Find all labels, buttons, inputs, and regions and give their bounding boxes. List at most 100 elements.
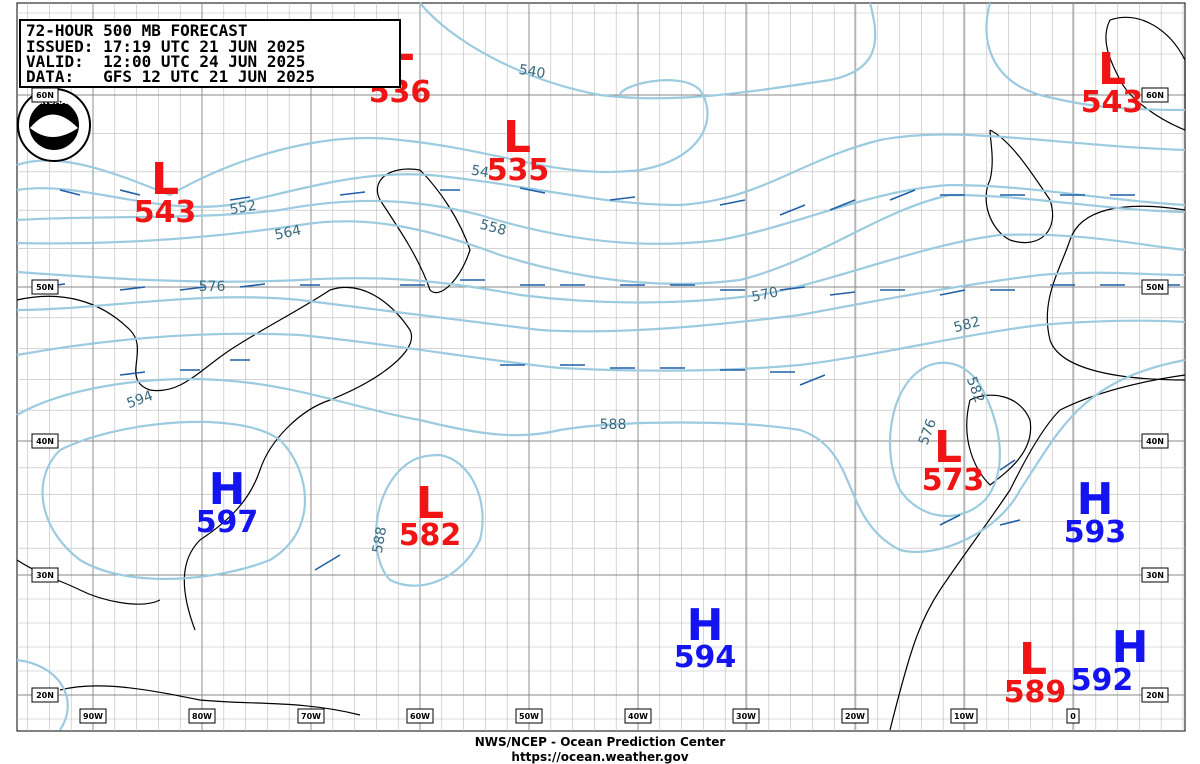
lat-label-box <box>31 687 59 703</box>
coastline <box>1046 205 1186 381</box>
lat-label: 50N <box>36 283 54 292</box>
center-letter: H <box>1077 474 1114 525</box>
contour-label: 576 <box>199 279 226 295</box>
lat-label-box <box>1141 433 1169 449</box>
center-value: 594 <box>674 640 737 675</box>
header-frame <box>19 19 401 88</box>
contour <box>985 2 1186 112</box>
lon-label: 80W <box>192 712 212 721</box>
coastlines <box>16 16 1186 731</box>
height-contours <box>16 2 1186 731</box>
lat-label: 60N <box>36 91 54 100</box>
center-value: 589 <box>1004 675 1067 710</box>
lat-label: 40N <box>36 437 54 446</box>
lat-label-box <box>31 433 59 449</box>
lon-label: 0 <box>1070 712 1076 721</box>
lon-label: 50W <box>519 712 539 721</box>
lat-label-box <box>31 87 59 103</box>
contour-label: 588 <box>600 417 627 433</box>
coastline <box>985 129 1054 244</box>
lat-label: 20N <box>36 691 54 700</box>
lon-label-box <box>732 708 760 724</box>
logo-gull <box>30 114 78 137</box>
header-line: 72-HOUR 500 MB FORECAST <box>26 21 248 40</box>
contour <box>16 658 69 731</box>
center-letter: L <box>1098 44 1126 95</box>
lat-label-box <box>31 279 59 295</box>
lat-label: 30N <box>36 571 54 580</box>
contour <box>16 319 1186 372</box>
contour-label: 582 <box>952 314 982 336</box>
contour <box>41 420 306 581</box>
header-box: 72-HOUR 500 MB FORECAST ISSUED: 17:19 UT… <box>19 19 401 88</box>
center-value: 592 <box>1071 663 1134 698</box>
barb <box>119 359 1021 571</box>
lon-label: 60W <box>410 712 430 721</box>
contour <box>16 271 1186 333</box>
lat-label: 50N <box>1146 283 1164 292</box>
center-letter: L <box>503 112 531 163</box>
center-value: 535 <box>487 153 550 188</box>
center-letter: H <box>1112 622 1149 673</box>
lon-label: 30W <box>736 712 756 721</box>
contour-label: 588 <box>370 525 390 554</box>
lon-label-box <box>624 708 652 724</box>
lon-label: 40W <box>628 712 648 721</box>
coastline <box>889 374 1186 731</box>
lon-label-box <box>188 708 216 724</box>
coastline <box>966 394 1032 486</box>
contour-label: 564 <box>273 222 303 243</box>
header-line: DATA: GFS 12 UTC 21 JUN 2025 <box>26 67 315 86</box>
lat-label-box <box>31 567 59 583</box>
footer-agency: NWS/NCEP - Ocean Prediction Center <box>475 735 726 749</box>
center-value: 543 <box>134 195 197 230</box>
lat-label: 20N <box>1146 691 1164 700</box>
center-value: 543 <box>1081 85 1144 120</box>
center-value: 582 <box>399 518 462 553</box>
lat-label: 60N <box>1146 91 1164 100</box>
contour-label: 540 <box>517 62 546 82</box>
contour <box>888 361 1001 518</box>
lon-label: 10W <box>954 712 974 721</box>
contour <box>16 133 1186 208</box>
lon-label: 20W <box>845 712 865 721</box>
lon-label-box <box>950 708 978 724</box>
lat-label: 40N <box>1146 437 1164 446</box>
lon-label: 70W <box>301 712 321 721</box>
footer-url: https://ocean.weather.gov <box>511 750 688 764</box>
center-letter: L <box>416 478 444 529</box>
lat-label-box <box>1141 687 1169 703</box>
center-letter: L <box>151 154 179 205</box>
contour-label: 54 <box>470 163 490 182</box>
contour <box>16 79 709 197</box>
header-line: ISSUED: 17:19 UTC 21 JUN 2025 <box>26 37 305 56</box>
contour-label: 570 <box>750 284 779 305</box>
center-value: 597 <box>196 505 259 540</box>
center-value: 593 <box>1064 515 1127 550</box>
contour <box>16 233 1186 304</box>
contour <box>16 358 1186 553</box>
lat-label: 30N <box>1146 571 1164 580</box>
contour <box>375 453 484 587</box>
barb <box>59 187 1135 216</box>
center-letter: H <box>209 464 246 515</box>
lon-label-box <box>1066 708 1080 724</box>
lat-label-box <box>1141 87 1169 103</box>
map-frame <box>16 2 1186 732</box>
lon-label-box <box>79 708 107 724</box>
coastline <box>16 286 413 631</box>
center-letter: H <box>687 600 724 651</box>
coastline <box>1105 16 1186 131</box>
jet-contour <box>16 193 1186 285</box>
center-letter: L <box>1019 634 1047 685</box>
contour <box>16 183 1186 245</box>
lon-label: 90W <box>83 712 103 721</box>
coastline <box>376 168 471 294</box>
lon-label-box <box>841 708 869 724</box>
pressure-centers: L536L535L543L543H597L582H594L573H593L589… <box>134 20 1149 710</box>
contour-label: 558 <box>478 217 508 239</box>
center-value: 573 <box>922 463 985 498</box>
contour <box>419 2 877 100</box>
lat-label-box <box>1141 567 1169 583</box>
